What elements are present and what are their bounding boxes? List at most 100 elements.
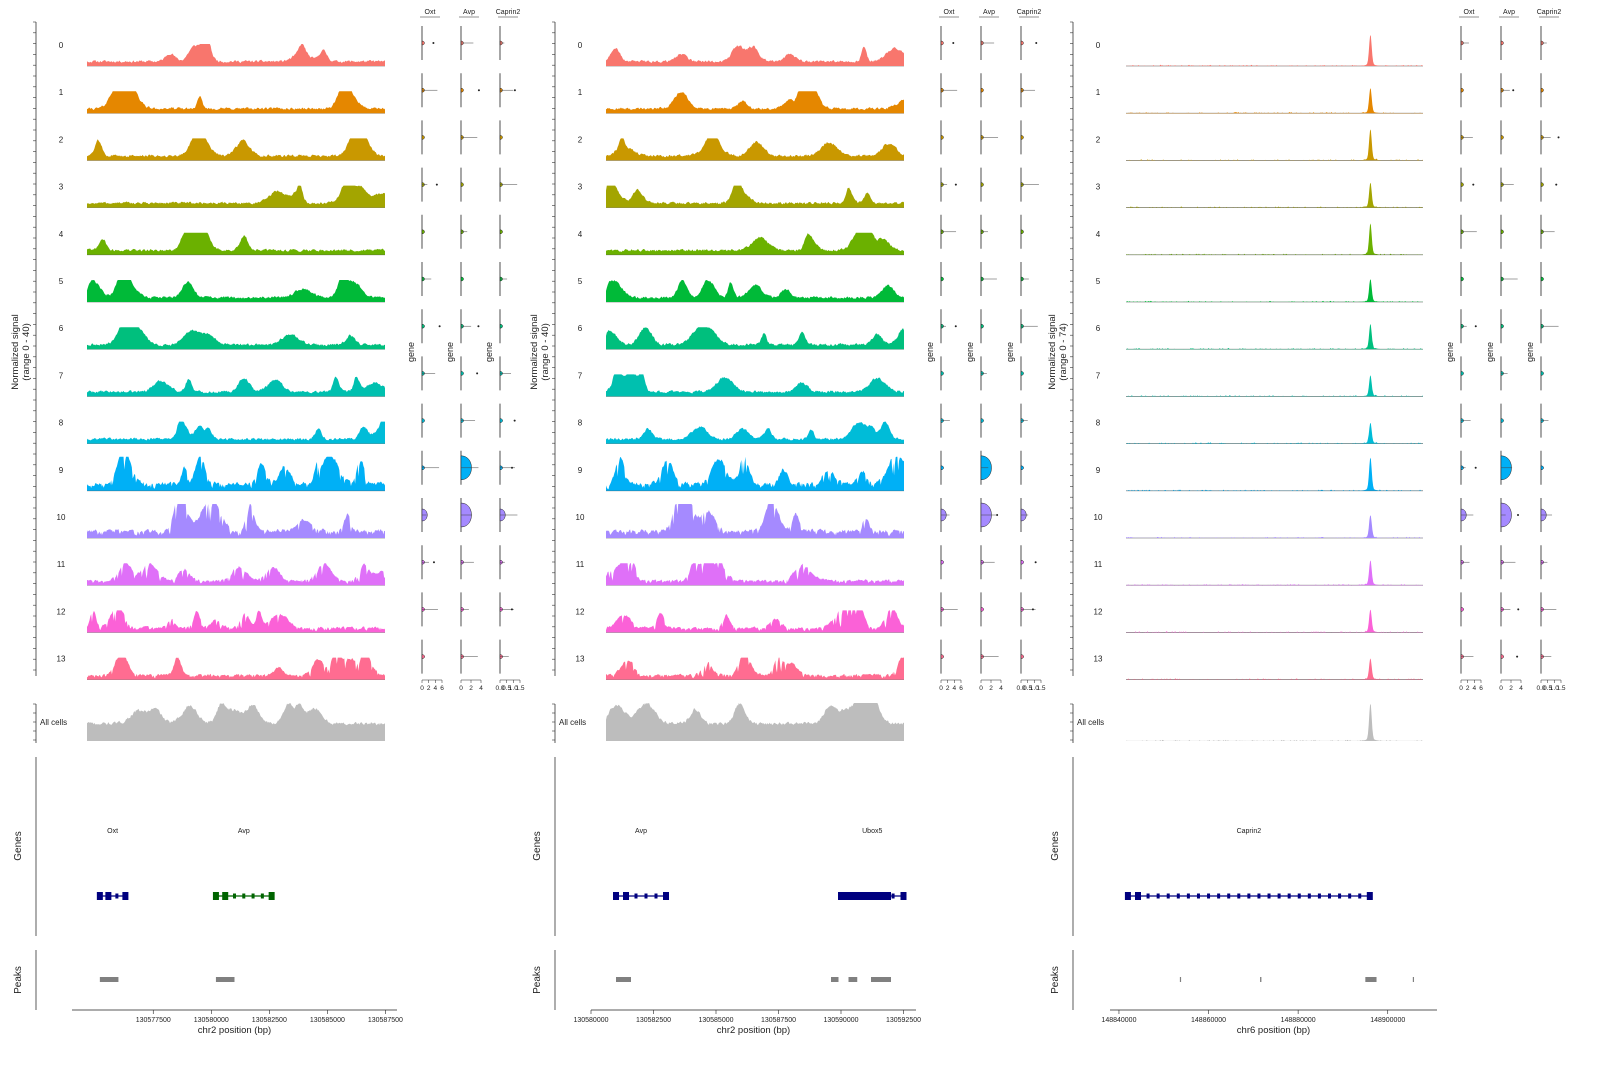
violin-Oxt-cluster-5 bbox=[940, 276, 944, 282]
peak-region bbox=[99, 977, 119, 982]
violin-Avp-cluster-8 bbox=[980, 418, 984, 423]
cluster-label-11: 11 bbox=[576, 560, 585, 569]
cluster-label-7: 7 bbox=[578, 371, 583, 380]
violin-point bbox=[1472, 183, 1475, 186]
violin-header-Avp: Avp bbox=[463, 9, 475, 16]
signal-track-all-cells bbox=[87, 703, 385, 741]
cluster-label-10: 10 bbox=[1094, 513, 1103, 522]
violin-axis-title: gene bbox=[925, 342, 935, 362]
cluster-label-13: 13 bbox=[1094, 655, 1103, 664]
violin-axis-title: gene bbox=[965, 342, 975, 362]
violin-Oxt-cluster-9 bbox=[940, 465, 944, 471]
gene-exon bbox=[260, 893, 264, 899]
cluster-label-11: 11 bbox=[1094, 560, 1103, 569]
signal-track-cluster-0 bbox=[87, 44, 385, 66]
violin-Avp-cluster-0 bbox=[1500, 40, 1504, 46]
violin-point bbox=[1474, 466, 1477, 469]
signal-track-cluster-3 bbox=[1126, 182, 1423, 208]
gene-exon bbox=[634, 893, 638, 899]
peak-region bbox=[1412, 977, 1415, 982]
violin-Oxt-cluster-13 bbox=[421, 654, 425, 659]
violin-header-Caprin2: Caprin2 bbox=[1017, 9, 1042, 16]
violin-Avp-cluster-12 bbox=[980, 607, 984, 612]
signal-track-cluster-1 bbox=[606, 91, 904, 114]
violin-x-tick-label: 1.0 bbox=[1030, 685, 1039, 692]
signal-track-cluster-7 bbox=[606, 374, 904, 397]
signal-track-cluster-1 bbox=[1126, 88, 1423, 114]
gene-exon bbox=[900, 892, 907, 900]
signal-track-cluster-5 bbox=[606, 280, 904, 302]
violin-header-Oxt: Oxt bbox=[1464, 9, 1475, 16]
signal-track-all-cells bbox=[1126, 703, 1423, 741]
violin-Caprin2-cluster-8 bbox=[499, 418, 503, 423]
violin-x-tick-label: 0.0 bbox=[1536, 685, 1545, 692]
signal-track-cluster-11 bbox=[1126, 560, 1423, 586]
violin-Oxt-cluster-5 bbox=[1460, 276, 1464, 282]
cluster-label-6: 6 bbox=[1096, 324, 1101, 333]
violin-x-tick-label: 0.0 bbox=[495, 685, 504, 692]
signal-track-cluster-10 bbox=[606, 504, 904, 538]
violin-x-tick-label: 0 bbox=[459, 685, 463, 692]
violin-Avp-cluster-6 bbox=[1500, 323, 1504, 329]
signal-track-cluster-2 bbox=[87, 138, 385, 161]
gene-name-Ubox5: Ubox5 bbox=[862, 828, 882, 835]
signal-track-cluster-2 bbox=[1126, 129, 1423, 161]
violin-axis-title-group: gene bbox=[925, 342, 935, 362]
x-axis-tick-label: 130590000 bbox=[823, 1017, 858, 1024]
signal-track-cluster-6 bbox=[606, 327, 904, 350]
gene-exon bbox=[1287, 893, 1291, 899]
signal-track-cluster-9 bbox=[1126, 457, 1423, 491]
genes-label: Genes bbox=[532, 831, 543, 860]
cluster-label-8: 8 bbox=[1096, 419, 1101, 428]
violin-x-tick-label: 1.5 bbox=[1556, 685, 1565, 692]
violin-x-tick-label: 2 bbox=[469, 685, 473, 692]
violin-Oxt-cluster-0 bbox=[421, 40, 425, 46]
cluster-label-0: 0 bbox=[1096, 41, 1101, 50]
violin-point bbox=[954, 325, 957, 328]
gene-exon bbox=[122, 892, 129, 900]
cluster-label-6: 6 bbox=[59, 324, 64, 333]
violin-Caprin2-cluster-9 bbox=[1540, 465, 1544, 471]
gene-exon bbox=[212, 892, 219, 900]
signal-track-cluster-9 bbox=[87, 456, 385, 491]
gene-name-Oxt: Oxt bbox=[107, 828, 118, 835]
cluster-label-7: 7 bbox=[1096, 371, 1101, 380]
violin-Oxt-cluster-3 bbox=[1460, 182, 1464, 187]
signal-track-cluster-12 bbox=[1126, 609, 1423, 633]
violin-x-tick-label: 0.5 bbox=[1023, 685, 1032, 692]
cluster-label-5: 5 bbox=[1096, 277, 1101, 286]
violin-x-tick-label: 6 bbox=[1479, 685, 1483, 692]
violin-x-tick-label: 1.5 bbox=[515, 685, 524, 692]
violin-x-tick-label: 4 bbox=[479, 685, 483, 692]
violin-header-Avp: Avp bbox=[983, 9, 995, 16]
gene-exon bbox=[623, 892, 629, 900]
x-axis-tick-label: 130580000 bbox=[194, 1017, 229, 1024]
coverage-panel-3: Normalized signal (range 0 - 74)012345678… bbox=[1047, 9, 1566, 1036]
gene-exon bbox=[613, 892, 619, 900]
violin-x-tick-label: 1.5 bbox=[1036, 685, 1045, 692]
violin-axis-title-group: gene bbox=[1005, 342, 1015, 362]
violin-x-tick-label: 4 bbox=[1473, 685, 1477, 692]
gene-exon bbox=[1297, 893, 1301, 899]
violin-axis-title-group: gene bbox=[1485, 342, 1495, 362]
gene-exon bbox=[1348, 893, 1352, 899]
cluster-label-2: 2 bbox=[578, 135, 583, 144]
gene-exon bbox=[1317, 893, 1321, 899]
violin-Avp-cluster-3 bbox=[460, 182, 464, 187]
violin-Caprin2-cluster-3 bbox=[1540, 182, 1544, 187]
peaks-label-group: Peaks bbox=[532, 966, 543, 994]
x-axis-tick-label: 130580000 bbox=[573, 1017, 608, 1024]
cluster-label-9: 9 bbox=[578, 466, 583, 475]
gene-exon bbox=[1307, 893, 1311, 899]
signal-track-cluster-13 bbox=[1126, 658, 1423, 680]
violin-x-tick-label: 0 bbox=[1499, 685, 1503, 692]
peak-region bbox=[871, 977, 891, 982]
peak-region bbox=[831, 977, 839, 982]
genes-label-group: Genes bbox=[532, 831, 543, 860]
violin-Avp-cluster-10 bbox=[1500, 502, 1512, 528]
genes-label-group: Genes bbox=[1050, 831, 1061, 860]
violin-axis-title-group: gene bbox=[406, 342, 416, 362]
violin-Caprin2-cluster-11 bbox=[1020, 559, 1024, 565]
peak-region bbox=[616, 977, 631, 982]
violin-point bbox=[513, 89, 516, 92]
